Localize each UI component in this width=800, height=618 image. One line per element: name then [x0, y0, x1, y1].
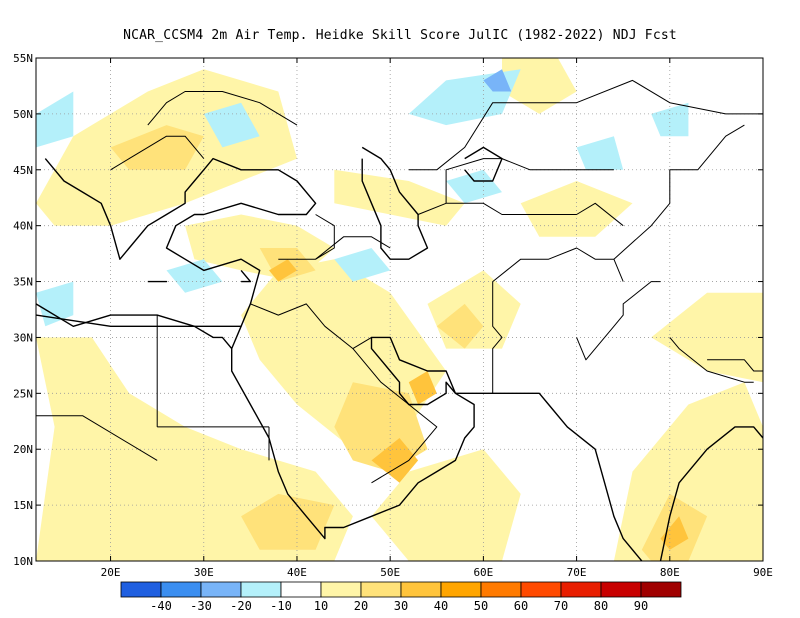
- colorbar-bin: [240, 581, 282, 598]
- lat-tick-label: 35N: [13, 276, 33, 289]
- skill-region-26: [36, 281, 74, 327]
- coastlines: [36, 146, 763, 561]
- map-title: NCAR_CCSM4 2m Air Temp. Heidke Skill Sco…: [123, 28, 677, 43]
- skill-region-27: [334, 248, 391, 282]
- colorbar-label: -20: [230, 599, 252, 613]
- colorbar-bin: [280, 581, 322, 598]
- border-11: [417, 202, 624, 227]
- colorbar-bin: [320, 581, 362, 598]
- skill-region-19: [660, 516, 689, 550]
- lon-tick-label: 40E: [287, 566, 307, 579]
- colorbar-bin: [560, 581, 602, 598]
- lat-tick-label: 10N: [13, 555, 33, 568]
- colorbar-label: 80: [594, 599, 608, 613]
- colorbar-label: 40: [434, 599, 448, 613]
- lon-tick-label: 90E: [753, 566, 773, 579]
- border-8: [492, 281, 503, 394]
- lat-tick-label: 40N: [13, 220, 33, 233]
- colorbar-bin: [120, 581, 162, 598]
- border-14: [147, 91, 298, 126]
- skill-region-20: [408, 371, 437, 405]
- colorbar-bin: [400, 581, 442, 598]
- lat-tick-label: 45N: [13, 164, 33, 177]
- skill-region-17: [371, 438, 419, 483]
- coastline-4: [361, 146, 429, 260]
- border-13: [408, 79, 763, 171]
- axis-ticks: 20E 30E 40E 50E 60E 70E 80E 90E 10N 15N 20N 25N 30N 3…: [13, 52, 773, 579]
- lon-tick-label: 70E: [567, 566, 587, 579]
- border-17: [669, 337, 754, 383]
- colorbar-bin: [600, 581, 642, 598]
- colorbar: -40 -30 -20 -10 10 20 30 40 50 60 70 80 90: [120, 581, 682, 613]
- lon-tick-label: 20E: [101, 566, 121, 579]
- plot-area: 20E 30E 40E 50E 60E 70E 80E 90E 10N 15N 20N 25N 30N 3…: [13, 52, 773, 579]
- colorbar-label: -40: [150, 599, 172, 613]
- coastline-5: [464, 146, 503, 182]
- colorbar-bin: [480, 581, 522, 598]
- colorbar-bin: [360, 581, 402, 598]
- coastline-1: [230, 326, 643, 561]
- colorbar-label: -30: [190, 599, 212, 613]
- lon-tick-label: 50E: [380, 566, 400, 579]
- border-16: [707, 359, 763, 372]
- border-12: [445, 158, 614, 204]
- colorbar-label: 50: [474, 599, 488, 613]
- colorbar-label: 20: [354, 599, 368, 613]
- plot-frame: [35, 57, 764, 562]
- skill-region-8: [502, 58, 577, 114]
- skill-region-6: [334, 169, 465, 226]
- skill-region-10: [520, 181, 633, 237]
- skill-region-24: [36, 91, 74, 148]
- border-5: [315, 236, 391, 260]
- skill-region-23: [446, 169, 502, 204]
- lat-tick-label: 20N: [13, 443, 33, 456]
- colorbar-label: 90: [634, 599, 648, 613]
- lat-tick-label: 55N: [13, 52, 33, 65]
- border-15: [110, 135, 205, 171]
- coastline-0: [36, 157, 317, 327]
- skill-region-25: [166, 259, 223, 293]
- colorbar-label: 60: [514, 599, 528, 613]
- skill-region-30: [483, 69, 512, 92]
- lat-tick-label: 50N: [13, 108, 33, 121]
- lat-tick-label: 15N: [13, 499, 33, 512]
- lon-tick-label: 30E: [194, 566, 214, 579]
- border-7: [352, 348, 438, 484]
- lat-tick-label: 25N: [13, 387, 33, 400]
- lon-tick-label: 60E: [473, 566, 493, 579]
- colorbar-label: 10: [314, 599, 328, 613]
- lon-tick-label: 80E: [660, 566, 680, 579]
- colorbar-bin: [160, 581, 202, 598]
- skill-region-18: [269, 259, 297, 282]
- colorbar-bin: [640, 581, 682, 598]
- skill-region-14: [241, 493, 335, 550]
- colorbar-label: 70: [554, 599, 568, 613]
- skill-region-28: [576, 136, 624, 170]
- border-10: [576, 281, 661, 361]
- skill-region-22: [203, 102, 260, 148]
- border-4: [250, 303, 372, 350]
- skill-region-29: [651, 102, 689, 137]
- country-borders: [36, 79, 763, 484]
- skill-region-16: [436, 303, 484, 349]
- colorbar-bin: [520, 581, 562, 598]
- colorbar-label: -10: [270, 599, 292, 613]
- skill-region-2: [371, 449, 521, 561]
- colorbar-bin: [440, 581, 482, 598]
- lat-tick-label: 30N: [13, 331, 33, 344]
- border-6: [278, 214, 335, 260]
- coastline-3: [659, 426, 763, 561]
- border-3: [36, 415, 158, 461]
- colorbar-label: 30: [394, 599, 408, 613]
- colorbar-bin: [200, 581, 242, 598]
- coastline-6: [240, 269, 252, 283]
- coastline-2: [36, 303, 233, 350]
- border-18: [613, 124, 745, 260]
